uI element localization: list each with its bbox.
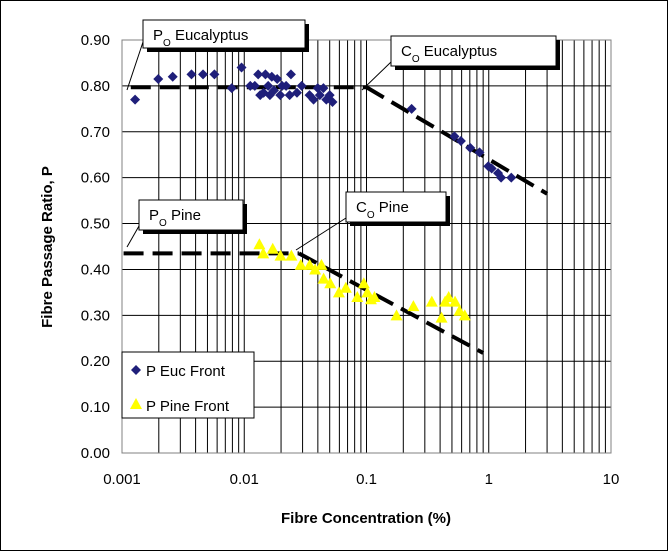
data-point-euc — [314, 90, 325, 101]
callout-box — [390, 35, 557, 67]
callout-leader — [126, 41, 144, 91]
y-tick-label: 0.00 — [81, 445, 110, 462]
data-point-pine — [458, 309, 471, 321]
data-point-pine — [274, 249, 287, 261]
data-point-euc — [284, 90, 295, 101]
data-point-euc — [186, 69, 197, 80]
data-point-pine — [332, 286, 345, 298]
x-tick-label: 10 — [603, 471, 620, 488]
x-tick-label: 0.001 — [103, 471, 141, 488]
data-point-euc — [449, 131, 460, 142]
data-point-pine — [357, 277, 370, 289]
data-point-euc — [209, 69, 220, 80]
data-point-euc — [486, 163, 497, 174]
data-point-euc — [249, 80, 260, 91]
callout-box — [345, 191, 447, 223]
data-point-pine — [425, 295, 438, 307]
plot-border — [121, 39, 612, 454]
x-tick-label: 0.01 — [230, 471, 259, 488]
data-point-pine — [294, 258, 307, 270]
dashed-reference-line — [297, 251, 485, 355]
callout-leader — [361, 61, 392, 91]
data-point-euc — [296, 80, 307, 91]
callout-leader — [126, 225, 140, 248]
x-tick-label: 0.1 — [356, 471, 377, 488]
legend-marker-euc — [131, 365, 141, 375]
y-tick-label: 0.90 — [81, 32, 110, 49]
data-point-euc — [275, 90, 286, 101]
y-tick-label: 0.80 — [81, 78, 110, 95]
data-point-pine — [351, 290, 364, 302]
data-point-pine — [309, 263, 322, 275]
data-point-euc — [268, 85, 279, 96]
data-point-pine — [303, 258, 316, 270]
data-point-pine — [442, 290, 455, 302]
data-point-pine — [266, 242, 279, 254]
data-point-euc — [308, 94, 319, 105]
data-point-euc — [236, 62, 247, 73]
x-axis-title: Fibre Concentration (%) — [281, 510, 451, 527]
data-point-pine — [324, 277, 337, 289]
data-point-euc — [167, 71, 178, 82]
callout-box — [138, 199, 244, 231]
callout-label: CO Pine — [356, 199, 409, 221]
data-point-euc — [455, 135, 466, 146]
legend-label-pine: P Pine Front — [146, 398, 230, 415]
y-axis-title: Fibre Passage Ratio, P — [39, 166, 56, 328]
data-point-euc — [263, 80, 274, 91]
y-tick-label: 0.30 — [81, 307, 110, 324]
data-point-euc — [474, 147, 485, 158]
data-point-pine — [449, 295, 462, 307]
y-tick-label: 0.70 — [81, 124, 110, 141]
y-tick-label: 0.50 — [81, 216, 110, 233]
data-point-euc — [285, 69, 296, 80]
data-point-euc — [291, 87, 302, 98]
data-point-pine — [435, 311, 448, 323]
data-point-euc — [226, 83, 237, 94]
legend-marker-pine — [130, 398, 142, 409]
data-point-pine — [257, 247, 270, 259]
callout-leader — [295, 217, 347, 251]
data-point-euc — [465, 142, 476, 153]
callout-label: CO Eucalyptus — [401, 43, 497, 65]
data-point-euc — [281, 80, 292, 91]
data-point-pine — [285, 249, 298, 261]
callout-box — [142, 19, 306, 49]
callout-label: PO Pine — [149, 207, 201, 229]
y-tick-label: 0.60 — [81, 170, 110, 187]
data-point-pine — [368, 290, 381, 302]
data-point-pine — [339, 281, 352, 293]
y-tick-labels: 0.00 0.10 0.20 0.30 0.40 0.50 0.60 0.70 0.80 0.90 — [81, 32, 110, 462]
data-point-euc — [318, 83, 329, 94]
data-point-euc — [496, 172, 507, 183]
data-point-euc — [272, 74, 283, 85]
x-tick-label: 1 — [485, 471, 493, 488]
callout-label: PO Eucalyptus — [153, 27, 248, 49]
y-tick-label: 0.20 — [81, 353, 110, 370]
data-point-pine — [317, 272, 330, 284]
callouts: PO Eucalyptus CO Eucalyptus PO Pine CO Pine — [126, 19, 560, 251]
legend-label-euc: P Euc Front — [146, 363, 226, 380]
y-tick-label: 0.10 — [81, 399, 110, 416]
data-point-euc — [506, 172, 517, 183]
data-point-pine — [253, 238, 266, 250]
y-tick-label: 0.40 — [81, 261, 110, 278]
legend-box — [121, 351, 255, 419]
data-point-pine — [315, 258, 328, 270]
data-point-euc — [327, 96, 338, 107]
data-point-pine — [407, 300, 420, 312]
data-point-euc — [253, 69, 264, 80]
data-point-euc — [130, 94, 141, 105]
data-point-euc — [406, 103, 417, 114]
data-point-euc — [198, 69, 209, 80]
x-tick-labels: 0.001 0.01 0.1 1 10 — [103, 471, 619, 488]
data-points — [130, 62, 517, 323]
data-point-pine — [453, 304, 466, 316]
legend: P Euc Front P Pine Front — [121, 351, 255, 419]
data-point-pine — [390, 309, 403, 321]
data-point-euc — [153, 74, 164, 85]
